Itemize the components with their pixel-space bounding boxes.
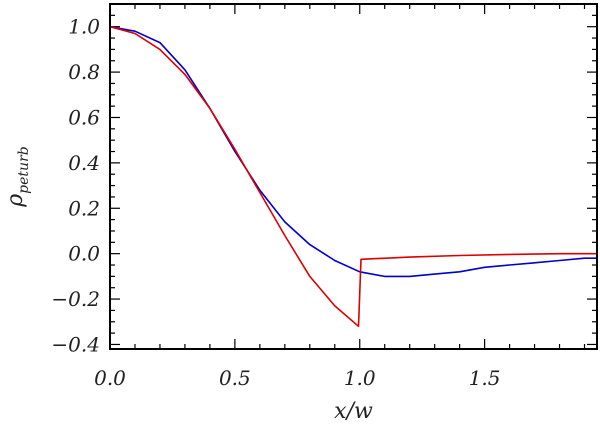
x-tick-label: 1.0 <box>344 366 376 390</box>
y-tick-label: 0.0 <box>68 242 100 266</box>
y-axis-title-subscript: peturb <box>16 146 32 194</box>
series-line-1 <box>109 25 597 278</box>
y-tick-label: 1.0 <box>68 15 100 39</box>
y-axis-title: ρpeturb <box>3 146 32 208</box>
y-tick-label: 0.6 <box>68 105 100 129</box>
x-axis-title: x/w <box>334 399 373 424</box>
x-tick-label: 0.0 <box>94 366 126 390</box>
y-tick-label: 0.8 <box>68 60 100 84</box>
tick-labels: 0.0 0.5 1.0 1.5 −0.4 −0.2 0.0 0.2 0.4 0.6 0.8 1.0 <box>51 15 500 390</box>
plot-frame <box>109 3 598 350</box>
series-group <box>109 25 597 328</box>
y-tick-label: 0.2 <box>68 196 100 220</box>
x-tick-label: 1.5 <box>469 366 501 390</box>
y-tick-label: −0.4 <box>51 332 100 356</box>
x-tick-label: 0.5 <box>219 366 251 390</box>
y-tick-label: 0.4 <box>68 151 100 175</box>
series-line-2 <box>109 25 597 328</box>
y-axis-title-symbol: ρ <box>3 194 28 208</box>
y-tick-label: −0.2 <box>51 287 100 311</box>
